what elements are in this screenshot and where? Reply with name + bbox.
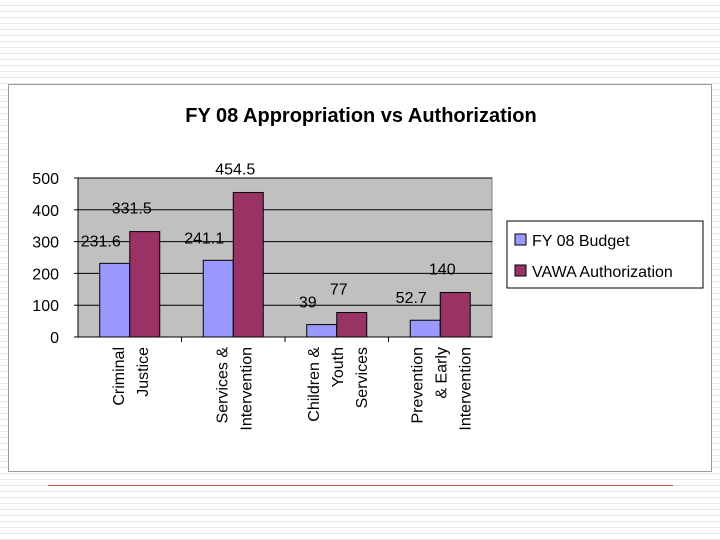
y-tick-label: 500 xyxy=(32,171,59,188)
legend-swatch xyxy=(514,264,527,277)
x-tick-label-line: Intervention xyxy=(457,347,474,431)
x-tick-label: Children & Youth Services xyxy=(306,347,371,422)
chart-frame: FY 08 Appropriation vs Authorization 0 10… xyxy=(8,84,712,472)
x-tick-label-line: Children & xyxy=(306,347,323,422)
x-tick-label-line: Services & xyxy=(214,347,231,424)
data-label: 331.5 xyxy=(112,201,152,218)
x-tick-label-line: Youth xyxy=(330,347,347,387)
data-label: 39 xyxy=(299,295,317,312)
x-tick-label-line: Intervention xyxy=(238,347,255,431)
y-tick-label: 100 xyxy=(32,298,59,315)
chart-title: FY 08 Appropriation vs Authorization xyxy=(185,105,537,127)
x-tick-label: Services & Intervention xyxy=(214,347,255,431)
y-tick-label: 0 xyxy=(50,330,59,347)
data-label: 52.7 xyxy=(396,290,427,307)
y-tick-label: 200 xyxy=(32,266,59,283)
legend-label: FY 08 Budget xyxy=(532,233,630,250)
axes: 0 100 200 300 400 500 Criminal Justice Services … xyxy=(32,171,492,431)
data-label: 454.5 xyxy=(215,161,255,178)
bar xyxy=(439,291,471,338)
bar xyxy=(409,319,441,338)
legend-label: VAWA Authorization xyxy=(532,264,673,281)
x-tick-label-line: & Early xyxy=(433,347,450,399)
bar-chart: FY 08 Appropriation vs Authorization 0 10… xyxy=(32,105,704,431)
x-tick-label: Prevention & Early Intervention xyxy=(409,347,474,431)
data-label: 140 xyxy=(429,261,456,278)
x-tick-label-line: Justice xyxy=(135,347,152,397)
legend-swatch xyxy=(514,233,527,246)
bar xyxy=(336,312,368,338)
x-tick-label-line: Criminal xyxy=(111,347,128,406)
legend-box xyxy=(506,220,704,289)
bar xyxy=(129,231,161,338)
bar xyxy=(99,262,131,338)
bar xyxy=(306,324,338,338)
bar xyxy=(232,191,264,338)
legend: FY 08 Budget VAWA Authorization xyxy=(506,220,704,289)
data-label: 77 xyxy=(330,282,348,299)
x-tick-label-line: Services xyxy=(354,347,371,408)
data-label: 231.6 xyxy=(81,233,121,250)
x-tick-label-line: Prevention xyxy=(409,347,426,424)
data-label: 241.1 xyxy=(184,230,224,247)
y-tick-label: 300 xyxy=(32,235,59,252)
bars xyxy=(99,191,471,338)
y-tick-label: 400 xyxy=(32,203,59,220)
bar xyxy=(202,259,234,338)
footer-rule xyxy=(48,485,673,486)
x-tick-label: Criminal Justice xyxy=(111,347,152,406)
